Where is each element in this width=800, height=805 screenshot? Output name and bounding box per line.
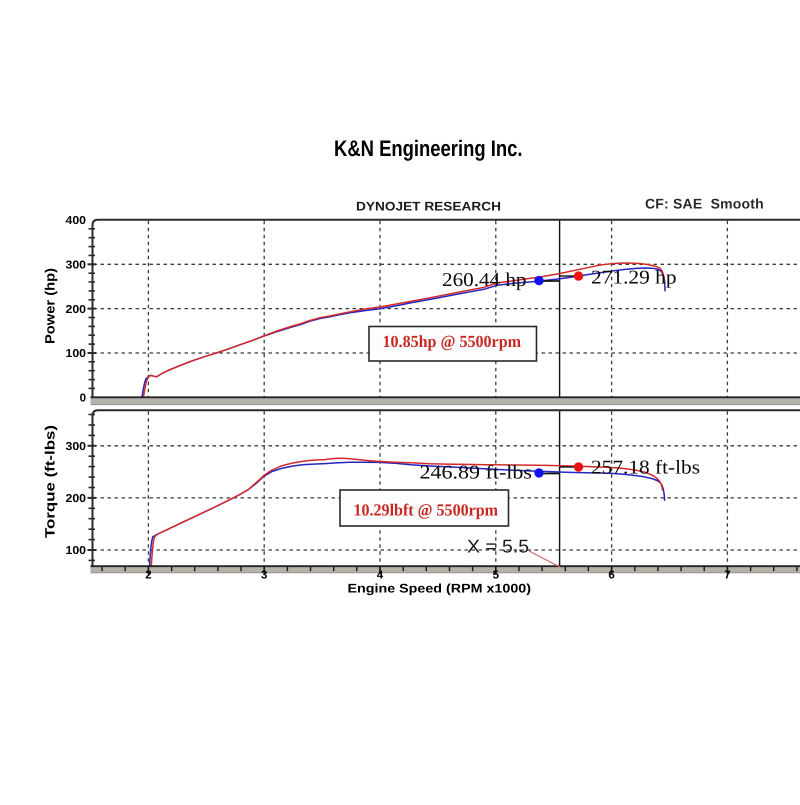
svg-text:Power (hp): Power (hp) [43,268,58,344]
svg-text:271.29 hp: 271.29 hp [591,268,677,289]
svg-text:DYNOJET RESEARCH: DYNOJET RESEARCH [356,200,501,214]
svg-text:257.18 ft-lbs: 257.18 ft-lbs [591,458,700,479]
svg-text:100: 100 [66,348,87,360]
svg-text:10.85hp @ 5500rpm: 10.85hp @ 5500rpm [383,332,522,351]
svg-text:0: 0 [80,393,86,405]
svg-text:10.29lbft @ 5500rpm: 10.29lbft @ 5500rpm [354,501,499,520]
svg-text:2: 2 [145,570,151,582]
svg-text:CF: SAE Smooth: CF: SAE Smooth [645,196,764,212]
svg-text:3: 3 [261,570,267,582]
svg-text:200: 200 [66,493,87,505]
svg-text:K&N Engineering Inc.: K&N Engineering Inc. [334,136,523,161]
svg-text:6: 6 [608,570,614,582]
svg-text:200: 200 [66,304,87,316]
svg-text:300: 300 [66,260,87,272]
svg-text:260.44 hp: 260.44 hp [442,270,527,291]
svg-text:4: 4 [377,570,384,582]
svg-text:Engine Speed (RPM x1000): Engine Speed (RPM x1000) [348,582,532,596]
svg-text:5: 5 [493,570,500,582]
svg-text:300: 300 [66,441,87,453]
svg-text:100: 100 [66,545,87,557]
svg-text:Torque (ft-lbs): Torque (ft-lbs) [43,425,58,538]
svg-text:7: 7 [724,570,730,582]
svg-text:X = 5.5: X = 5.5 [467,536,529,557]
svg-text:246.89 ft-lbs: 246.89 ft-lbs [420,463,533,484]
svg-text:400: 400 [66,215,87,227]
